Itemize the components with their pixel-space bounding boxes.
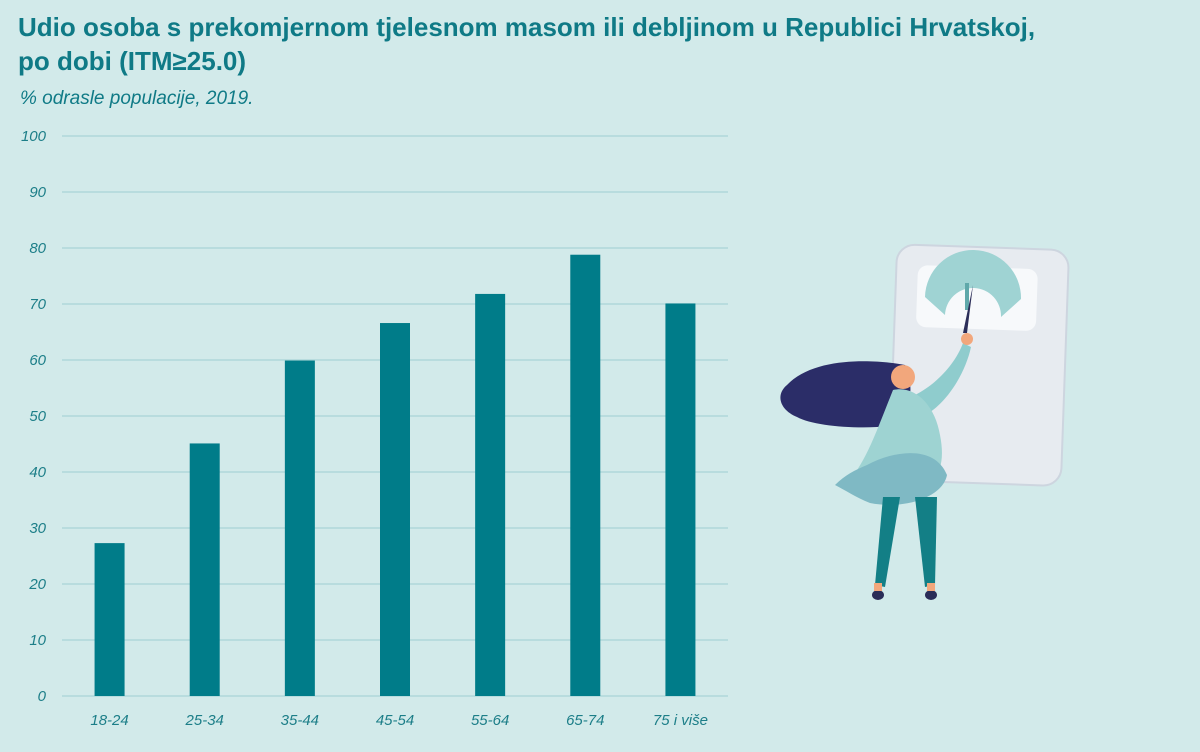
x-tick-label: 35-44 bbox=[281, 712, 319, 729]
x-tick-label: 25-34 bbox=[185, 712, 224, 729]
bar-35-44 bbox=[284, 360, 315, 696]
woman-adjusting-scale-illustration bbox=[780, 243, 1070, 600]
x-tick-label: 45-54 bbox=[376, 712, 414, 729]
y-tick-label: 100 bbox=[21, 128, 47, 145]
bar-55-64 bbox=[475, 293, 506, 696]
y-tick-label: 10 bbox=[29, 632, 46, 649]
bar-45-54 bbox=[380, 323, 410, 696]
y-tick-label: 40 bbox=[29, 464, 46, 481]
chart-title: Udio osoba s prekomjernom tjelesnom maso… bbox=[18, 10, 1118, 78]
y-tick-label: 0 bbox=[38, 688, 47, 705]
chart-title-line-1: Udio osoba s prekomjernom tjelesnom maso… bbox=[18, 12, 1036, 42]
y-tick-label: 90 bbox=[29, 184, 46, 201]
y-tick-label: 20 bbox=[28, 576, 46, 593]
bar-25-34 bbox=[189, 443, 220, 696]
bar-75-i-više bbox=[665, 303, 696, 696]
y-tick-label: 60 bbox=[29, 352, 46, 369]
bar-chart: 0 10 20 30 40 50 60 70 80 90 100 18-24 25-34 35-44 45… bbox=[21, 128, 728, 729]
x-tick-label: 75 i više bbox=[653, 712, 708, 729]
bar-layer bbox=[94, 254, 696, 696]
y-tick-label: 50 bbox=[29, 408, 46, 425]
chart-subtitle: % odrasle populacije, 2019. bbox=[20, 88, 254, 109]
y-tick-label: 70 bbox=[29, 296, 46, 313]
bar-65-74 bbox=[570, 254, 601, 696]
x-tick-label: 65-74 bbox=[566, 712, 604, 729]
y-tick-label: 80 bbox=[29, 240, 46, 257]
x-tick-label: 18-24 bbox=[90, 712, 128, 729]
y-tick-label: 30 bbox=[29, 520, 46, 537]
chart-title-line-2: po dobi (ITM≥25.0) bbox=[18, 46, 247, 76]
x-tick-label: 55-64 bbox=[471, 712, 509, 729]
bar-18-24 bbox=[94, 543, 125, 696]
y-axis-tick-labels: 0 10 20 30 40 50 60 70 80 90 100 bbox=[21, 128, 47, 705]
x-axis-tick-labels: 18-24 25-34 35-44 45-54 55-64 65-74 75 i više bbox=[90, 712, 708, 729]
